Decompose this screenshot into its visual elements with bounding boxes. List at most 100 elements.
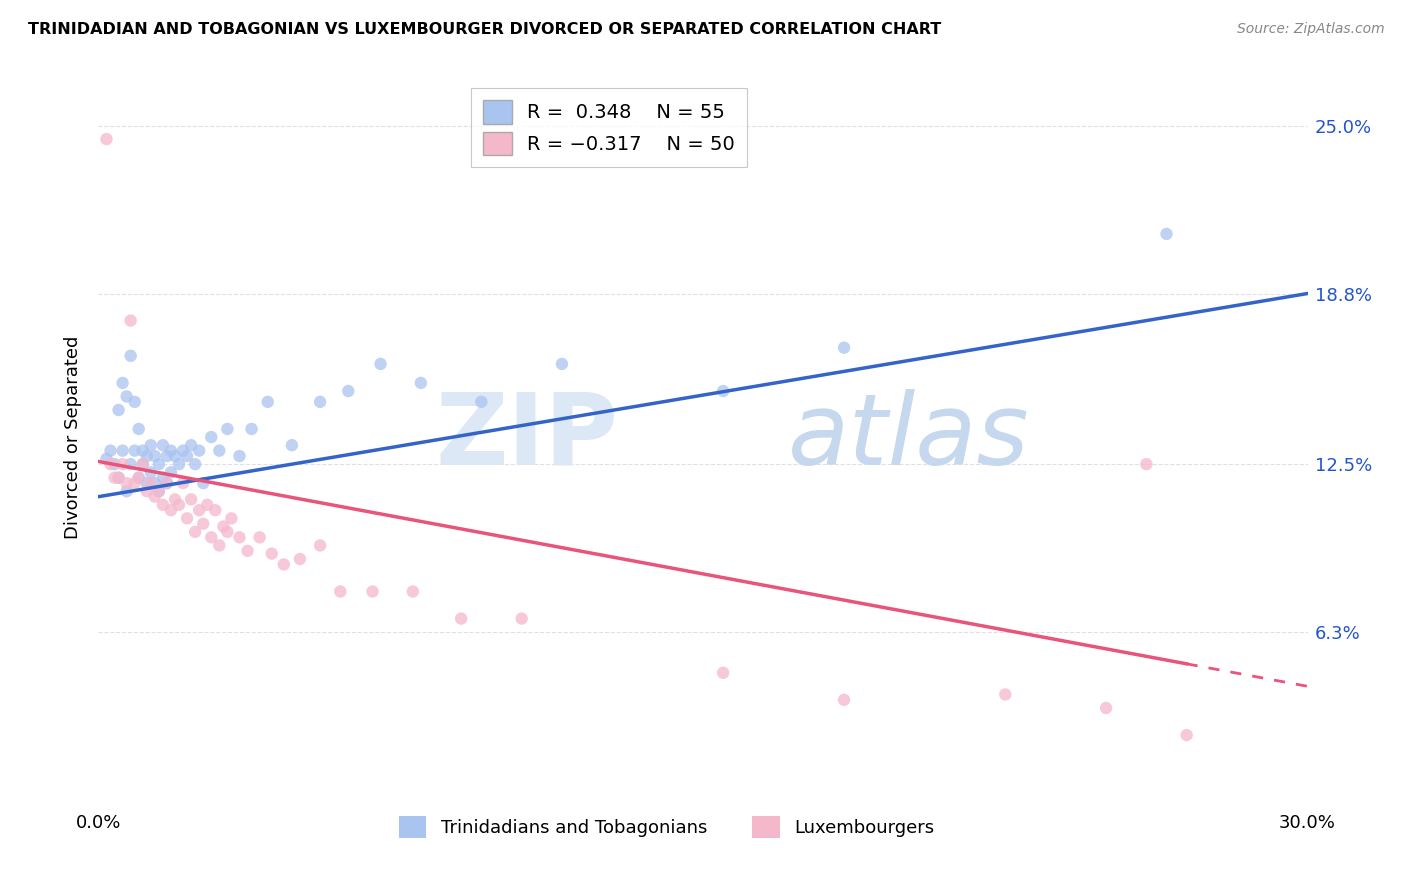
Point — [132, 457, 155, 471]
Point — [156, 449, 179, 463]
Point — [409, 376, 432, 390]
Text: ZIP: ZIP — [436, 389, 619, 485]
Point — [370, 357, 392, 371]
Point — [249, 530, 271, 544]
Point — [832, 341, 855, 355]
Point — [167, 457, 190, 471]
Point — [143, 490, 166, 504]
Point — [260, 547, 283, 561]
Point — [450, 611, 472, 625]
Point — [103, 471, 125, 485]
Point — [470, 395, 492, 409]
Point — [163, 492, 186, 507]
Point — [510, 611, 533, 625]
Point — [228, 449, 250, 463]
Point — [139, 476, 162, 491]
Point — [139, 465, 162, 479]
Text: Source: ZipAtlas.com: Source: ZipAtlas.com — [1237, 22, 1385, 37]
Point — [160, 503, 183, 517]
Point — [132, 443, 155, 458]
Point — [1156, 227, 1178, 241]
Point — [337, 384, 360, 398]
Point — [107, 471, 129, 485]
Point — [96, 132, 118, 146]
Point — [200, 430, 222, 444]
Point — [160, 465, 183, 479]
Point — [184, 457, 207, 471]
Point — [832, 693, 855, 707]
Point — [288, 552, 311, 566]
Point — [236, 544, 259, 558]
Point — [309, 538, 332, 552]
Point — [124, 395, 146, 409]
Point — [204, 503, 226, 517]
Point — [107, 403, 129, 417]
Point — [111, 443, 134, 458]
Point — [200, 530, 222, 544]
Point — [148, 484, 170, 499]
Point — [152, 438, 174, 452]
Point — [176, 511, 198, 525]
Point — [135, 484, 157, 499]
Text: TRINIDADIAN AND TOBAGONIAN VS LUXEMBOURGER DIVORCED OR SEPARATED CORRELATION CHA: TRINIDADIAN AND TOBAGONIAN VS LUXEMBOURG… — [28, 22, 942, 37]
Point — [309, 395, 332, 409]
Point — [208, 538, 231, 552]
Point — [188, 443, 211, 458]
Point — [273, 558, 295, 572]
Point — [172, 476, 194, 491]
Point — [111, 376, 134, 390]
Point — [994, 688, 1017, 702]
Point — [120, 349, 142, 363]
Point — [148, 484, 170, 499]
Point — [361, 584, 384, 599]
Point — [115, 389, 138, 403]
Point — [132, 457, 155, 471]
Point — [143, 476, 166, 491]
Point — [281, 438, 304, 452]
Point — [180, 438, 202, 452]
Point — [329, 584, 352, 599]
Point — [711, 665, 734, 680]
Point — [212, 519, 235, 533]
Legend: Trinidadians and Tobagonians, Luxembourgers: Trinidadians and Tobagonians, Luxembourg… — [392, 808, 941, 845]
Point — [402, 584, 425, 599]
Point — [217, 524, 239, 539]
Point — [160, 443, 183, 458]
Point — [184, 524, 207, 539]
Y-axis label: Divorced or Separated: Divorced or Separated — [65, 335, 83, 539]
Point — [240, 422, 263, 436]
Point — [217, 422, 239, 436]
Point — [96, 451, 118, 466]
Point — [711, 384, 734, 398]
Point — [124, 476, 146, 491]
Point — [163, 449, 186, 463]
Point — [103, 457, 125, 471]
Point — [193, 516, 215, 531]
Point — [167, 498, 190, 512]
Point — [156, 476, 179, 491]
Point — [195, 498, 218, 512]
Point — [208, 443, 231, 458]
Text: atlas: atlas — [787, 389, 1029, 485]
Point — [128, 471, 150, 485]
Point — [176, 449, 198, 463]
Point — [135, 476, 157, 491]
Point — [156, 476, 179, 491]
Point — [148, 457, 170, 471]
Point — [228, 530, 250, 544]
Point — [120, 313, 142, 327]
Point — [107, 471, 129, 485]
Point — [193, 476, 215, 491]
Point — [115, 476, 138, 491]
Point — [120, 457, 142, 471]
Point — [128, 471, 150, 485]
Point — [551, 357, 574, 371]
Point — [100, 457, 122, 471]
Point — [139, 438, 162, 452]
Point — [1135, 457, 1157, 471]
Point — [1175, 728, 1198, 742]
Point — [135, 449, 157, 463]
Point — [256, 395, 278, 409]
Point — [143, 449, 166, 463]
Point — [221, 511, 243, 525]
